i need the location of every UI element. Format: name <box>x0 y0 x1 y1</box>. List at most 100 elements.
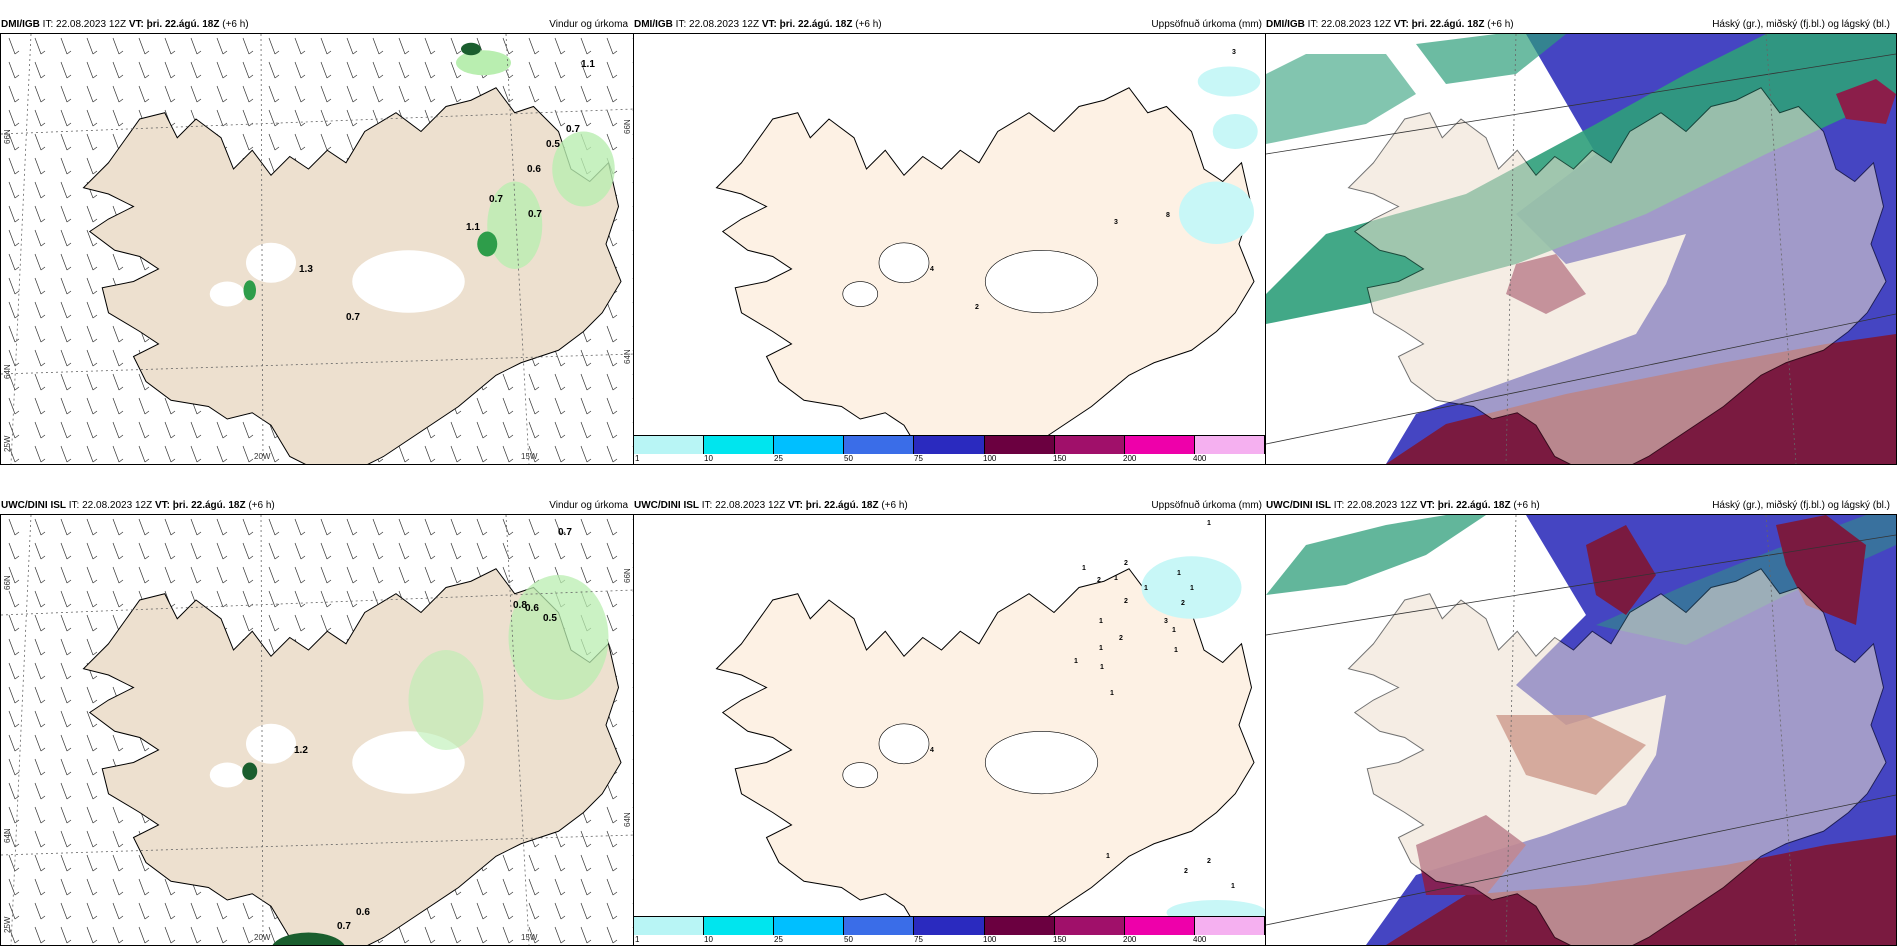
accum-value: 2 <box>1097 577 1101 584</box>
accum-value: 3 <box>1114 219 1118 226</box>
valid-time: VT: þri. 22.ágú. 18Z <box>154 500 246 511</box>
accum-value: 3 <box>1232 49 1236 56</box>
init-time: IT: 22.08.2023 12Z <box>701 500 786 511</box>
init-time: IT: 22.08.2023 12Z <box>675 19 760 30</box>
lead-time: (+6 h) <box>248 500 275 511</box>
panel-title: Háský (gr.), miðský (fj.bl.) og lágský (… <box>1712 500 1890 511</box>
accum-value: 1 <box>1110 690 1114 697</box>
accum-value: 1 <box>1172 627 1176 634</box>
accum-value: 1 <box>1082 565 1086 572</box>
init-time: IT: 22.08.2023 12Z <box>1333 500 1418 511</box>
map-canvas <box>1266 34 1896 464</box>
accum-value: 2 <box>1181 600 1185 607</box>
accum-value: 2 <box>1124 598 1128 605</box>
map-canvas <box>1 515 634 945</box>
map-canvas <box>1 34 634 464</box>
precip-value: 0.7 <box>566 124 580 135</box>
model-name: UWC/DINI ISL <box>634 500 699 511</box>
colorbar <box>634 435 1265 454</box>
accum-value: 1 <box>1207 520 1211 527</box>
map-panel-clouds-dmi[interactable] <box>1265 33 1897 465</box>
valid-time: VT: þri. 22.ágú. 18Z <box>128 19 220 30</box>
map-panel-accum-precip-uwc[interactable]: 1 1 2 1 2 1 1 1 2 2 3 1 1 2 1 1 1 1 4 1 … <box>633 514 1267 946</box>
precip-value: 0.6 <box>527 164 541 175</box>
precip-value: 0.5 <box>543 613 557 624</box>
panel-title: Uppsöfnuð úrkoma (mm) <box>1151 500 1262 511</box>
precip-value: 0.8 <box>513 600 527 611</box>
model-name: UWC/DINI ISL <box>1 500 66 511</box>
valid-time: VT: þri. 22.ágú. 18Z <box>787 500 879 511</box>
accum-value: 2 <box>1207 858 1211 865</box>
map-canvas <box>715 556 1266 925</box>
init-time: IT: 22.08.2023 12Z <box>68 500 153 511</box>
map-panel-clouds-uwc[interactable] <box>1265 514 1897 946</box>
colorbar-ticks: 1 10 25 50 75 100 150 200 400 <box>635 935 1207 944</box>
model-name: DMI/IGB <box>634 19 673 30</box>
panel-header-top-middle: DMI/IGB IT: 22.08.2023 12Z VT: þri. 22.á… <box>634 17 1266 33</box>
lead-time: (+6 h) <box>881 500 908 511</box>
precip-value: 0.6 <box>356 907 370 918</box>
accum-value: 1 <box>1114 575 1118 582</box>
accum-value: 4 <box>930 747 934 754</box>
accum-value: 2 <box>1119 635 1123 642</box>
init-time: IT: 22.08.2023 12Z <box>1307 19 1392 30</box>
lat-label: 64N <box>623 349 632 364</box>
lat-label: 66N <box>3 575 12 590</box>
map-panel-wind-precip-dmi[interactable]: 1.1 0.7 0.5 0.6 0.7 0.7 1.1 1.3 0.7 66N … <box>0 33 635 465</box>
accum-value: 1 <box>1099 645 1103 652</box>
accum-value: 1 <box>1106 853 1110 860</box>
accum-value: 1 <box>1231 883 1235 890</box>
lat-label: 64N <box>3 828 12 843</box>
map-panel-accum-precip-dmi[interactable]: 3 3 8 4 2 1 10 25 50 75 100 150 200 400 <box>633 33 1267 465</box>
panel-title: Háský (gr.), miðský (fj.bl.) og lágský (… <box>1712 19 1890 30</box>
accum-value: 1 <box>1144 585 1148 592</box>
model-name: DMI/IGB <box>1 19 40 30</box>
colorbar <box>634 916 1265 935</box>
lon-label: 20W <box>254 452 271 461</box>
panel-title: Vindur og úrkoma <box>549 500 628 511</box>
precip-value: 1.3 <box>299 264 313 275</box>
precip-value: 0.7 <box>528 209 542 220</box>
accum-value: 1 <box>1074 658 1078 665</box>
map-canvas <box>715 66 1261 444</box>
lon-label: 20W <box>254 933 271 942</box>
accum-value: 4 <box>930 266 934 273</box>
lat-label: 66N <box>3 129 12 144</box>
panel-title: Uppsöfnuð úrkoma (mm) <box>1151 19 1262 30</box>
model-name: UWC/DINI ISL <box>1266 500 1331 511</box>
precip-value: 0.6 <box>525 603 539 614</box>
precip-value: 0.7 <box>346 312 360 323</box>
lat-label: 66N <box>623 119 632 134</box>
lon-label: 15W <box>521 933 538 942</box>
lat-label: 64N <box>623 812 632 827</box>
colorbar-ticks: 1 10 25 50 75 100 150 200 400 <box>635 454 1207 463</box>
precip-value: 0.5 <box>546 139 560 150</box>
precip-value: 1.2 <box>294 745 308 756</box>
accum-value: 8 <box>1166 212 1170 219</box>
panel-title: Vindur og úrkoma <box>549 19 628 30</box>
accum-value: 1 <box>1100 664 1104 671</box>
map-panel-wind-precip-uwc[interactable]: 0.7 0.8 0.6 0.5 1.2 0.6 0.7 66N 64N 25W … <box>0 514 635 946</box>
lon-label: 25W <box>3 435 12 452</box>
precip-value: 0.7 <box>489 194 503 205</box>
precip-value: 1.1 <box>466 222 480 233</box>
lead-time: (+6 h) <box>855 19 882 30</box>
panel-header-top-left: DMI/IGB IT: 22.08.2023 12Z VT: þri. 22.á… <box>1 17 634 33</box>
lat-label: 66N <box>623 568 632 583</box>
valid-time: VT: þri. 22.ágú. 18Z <box>761 19 853 30</box>
panel-header-bottom-right: UWC/DINI ISL IT: 22.08.2023 12Z VT: þri.… <box>1266 498 1896 514</box>
valid-time: VT: þri. 22.ágú. 18Z <box>1419 500 1511 511</box>
accum-value: 2 <box>1184 868 1188 875</box>
lead-time: (+6 h) <box>222 19 249 30</box>
init-time: IT: 22.08.2023 12Z <box>42 19 127 30</box>
lon-label: 25W <box>3 916 12 933</box>
lead-time: (+6 h) <box>1513 500 1540 511</box>
map-canvas <box>1266 515 1896 945</box>
accum-value: 3 <box>1164 618 1168 625</box>
accum-value: 1 <box>1174 647 1178 654</box>
valid-time: VT: þri. 22.ágú. 18Z <box>1393 19 1485 30</box>
lon-label: 15W <box>521 452 538 461</box>
model-name: DMI/IGB <box>1266 19 1305 30</box>
accum-value: 1 <box>1190 585 1194 592</box>
lat-label: 64N <box>3 364 12 379</box>
